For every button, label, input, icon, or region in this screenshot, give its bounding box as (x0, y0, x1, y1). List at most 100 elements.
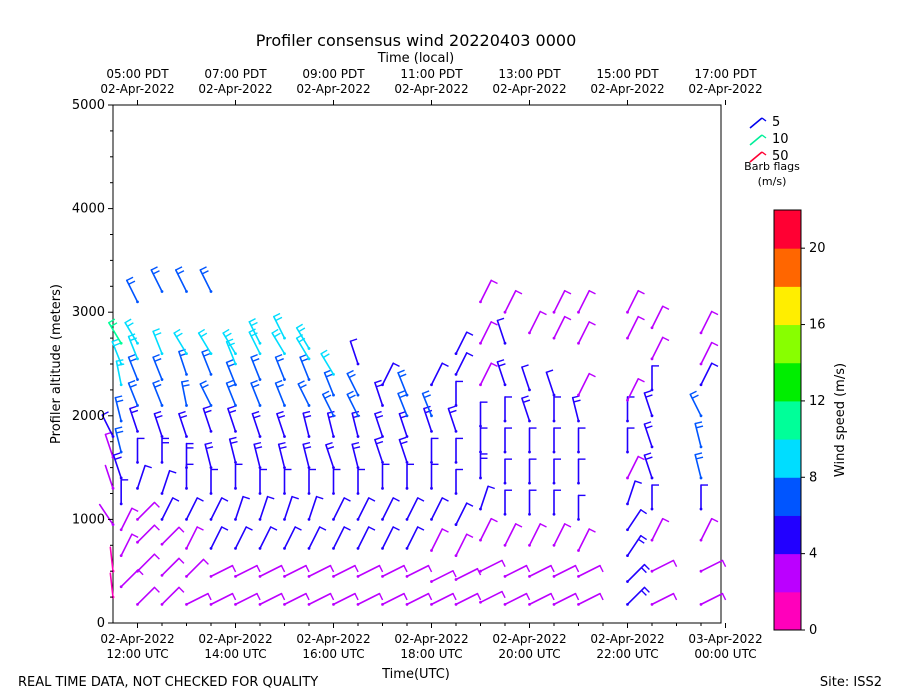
wind-barb (689, 390, 703, 418)
colorbar-tick-label: 4 (809, 547, 817, 562)
wind-barb (503, 564, 531, 578)
wind-barb (552, 458, 561, 485)
wind-barb (694, 421, 704, 449)
wind-barb (258, 592, 286, 606)
wind-barb (626, 508, 648, 532)
wind-barb (114, 426, 124, 454)
wind-barb (405, 526, 425, 550)
wind-barb (204, 441, 214, 469)
wind-barb (577, 321, 596, 345)
wind-barb (346, 390, 360, 418)
wind-barb (356, 497, 376, 521)
top-tick-date: 02-Apr-2022 (100, 82, 174, 96)
wind-barb (503, 396, 512, 423)
top-tick-date: 02-Apr-2022 (296, 82, 370, 96)
wind-barb (528, 427, 537, 454)
wind-barb (374, 436, 384, 464)
wind-barb (626, 377, 645, 402)
y-tick-label: 4000 (72, 202, 105, 217)
top-tick-time: 11:00 PDT (400, 67, 463, 81)
wind-barb (209, 564, 237, 578)
y-tick-label: 3000 (72, 305, 105, 320)
colorbar-tick-label: 12 (809, 394, 826, 409)
barb-legend-entry: 5 (749, 115, 780, 130)
wind-barb (699, 362, 719, 387)
wind-barb (332, 592, 359, 606)
top-tick-time: 15:00 PDT (596, 67, 659, 81)
colorbar-segment (774, 477, 801, 516)
colorbar-tick-label: 20 (809, 241, 826, 256)
wind-barb (209, 592, 237, 606)
wind-barb (479, 427, 488, 454)
wind-barb (108, 318, 123, 345)
wind-barb (626, 480, 642, 506)
wind-barb (430, 437, 439, 464)
wind-barb (577, 372, 596, 397)
wind-barb (228, 436, 238, 464)
wind-barb (119, 568, 144, 589)
wind-barb (111, 338, 123, 366)
colorbar-segment (774, 439, 801, 478)
wind-barb (552, 489, 561, 516)
wind-barb (479, 321, 498, 345)
wind-barb (454, 380, 463, 407)
x-axis-label: Time(UTC) (381, 667, 450, 682)
y-tick-label: 0 (97, 616, 105, 631)
wind-barb (277, 441, 287, 469)
wind-barb (650, 365, 659, 392)
colorbar-segment (774, 591, 801, 631)
wind-barb (397, 369, 409, 397)
wind-barb (202, 405, 213, 433)
wind-barb (650, 305, 670, 330)
wind-barb (650, 592, 678, 606)
wind-barb (454, 592, 482, 606)
wind-barb (136, 437, 145, 464)
chart-title: Profiler consensus wind 20220403 0000 (256, 31, 577, 50)
wind-barb (332, 497, 351, 521)
barb-legend-label: 10 (772, 132, 789, 147)
wind-barb (405, 497, 425, 521)
y-tick-label: 1000 (72, 512, 105, 527)
wind-barb (528, 458, 537, 485)
x-tick-date: 02-Apr-2022 (198, 632, 272, 646)
wind-barb (258, 468, 267, 495)
wind-barb (332, 468, 341, 495)
wind-barb (276, 410, 286, 438)
wind-barb (209, 497, 229, 521)
wind-barb (199, 266, 213, 293)
top-tick-date: 02-Apr-2022 (590, 82, 664, 96)
wind-barb (650, 336, 670, 361)
barb-legend-symbol (749, 151, 763, 163)
wind-barb (129, 405, 139, 433)
wind-barb (699, 559, 727, 573)
colorbar-segment (774, 362, 801, 402)
wind-barb (209, 468, 218, 495)
wind-barb (503, 458, 512, 485)
wind-barb (127, 354, 139, 381)
wind-barb (699, 592, 727, 606)
wind-barb (160, 497, 180, 521)
wind-barb (356, 526, 376, 550)
colorbar-label: Wind speed (m/s) (833, 363, 848, 477)
x-tick-time: 20:00 UTC (498, 647, 560, 661)
wind-barb (152, 379, 164, 407)
x-tick-time: 18:00 UTC (400, 647, 462, 661)
wind-barb (577, 528, 596, 552)
wind-barb (201, 348, 213, 376)
wind-barb (225, 338, 237, 366)
wind-barb (356, 592, 384, 606)
wind-barb (447, 405, 458, 433)
top-axis-label: Time (local) (377, 51, 454, 66)
y-axis-label: Profiler altitude (meters) (49, 284, 64, 444)
wind-barb (356, 468, 365, 495)
wind-barb (258, 526, 278, 550)
wind-barb (577, 289, 596, 314)
wind-barb (643, 452, 654, 480)
wind-barb (454, 533, 474, 558)
wind-barb (528, 489, 537, 516)
wind-barb (274, 379, 286, 407)
wind-barb (521, 395, 531, 423)
wind-barb (307, 564, 335, 578)
wind-barb (114, 395, 124, 423)
wind-barb (545, 369, 556, 397)
